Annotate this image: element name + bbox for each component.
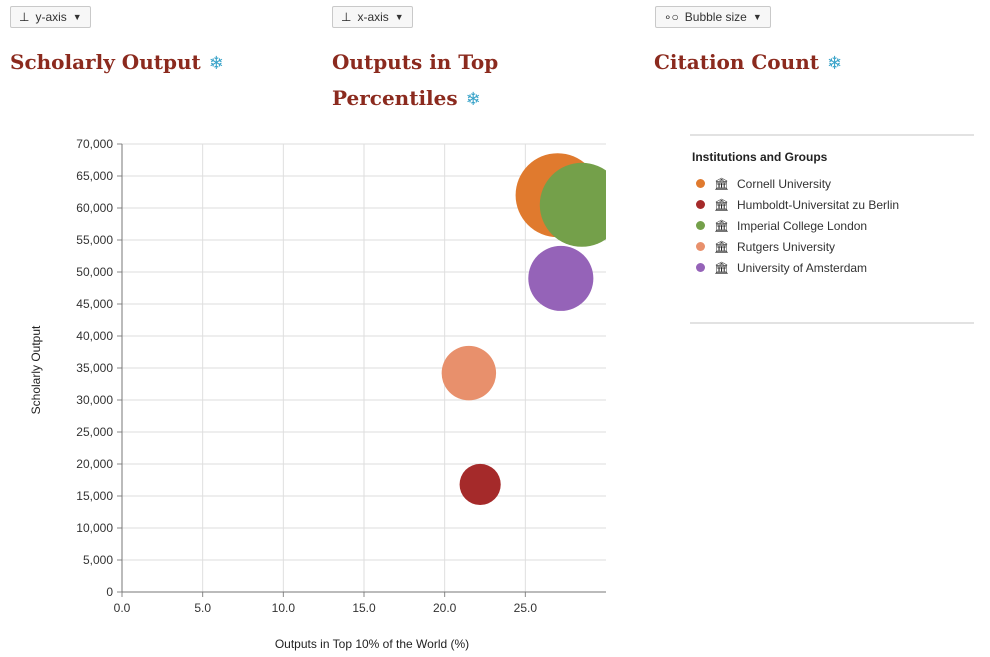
legend-color-dot <box>696 242 705 251</box>
settings-gear-icon[interactable]: ❄ <box>465 89 481 110</box>
legend-item[interactable]: 🏛 University of Amsterdam <box>696 260 966 276</box>
y-axis-dropdown[interactable]: ⊥ y-axis ▼ <box>10 6 91 28</box>
legend-item[interactable]: 🏛 Rutgers University <box>696 239 966 255</box>
bubble-size-icon: ∘○ <box>664 10 679 24</box>
legend-color-dot <box>696 221 705 230</box>
institution-icon: 🏛 <box>714 261 730 275</box>
y-axis-icon: ⊥ <box>19 10 30 24</box>
y-tick-label: 70,000 <box>76 137 113 151</box>
settings-gear-icon[interactable]: ❄ <box>826 53 843 74</box>
x-metric-title: Outputs in Top Percentiles ❄ <box>332 44 498 118</box>
y-metric-title-text: Scholarly Output <box>10 50 201 74</box>
y-tick-label: 35,000 <box>76 361 113 375</box>
institution-icon: 🏛 <box>714 177 730 191</box>
bubble-size-dropdown-label: Bubble size <box>684 10 747 24</box>
x-axis-label: Outputs in Top 10% of the World (%) <box>275 637 469 651</box>
bubble-chart: 0 5,000 10,000 15,000 20,000 25,000 30,000 35,0… <box>29 137 620 651</box>
chevron-down-icon: ▼ <box>394 12 404 22</box>
y-metric-title: Scholarly Output ❄ <box>10 44 224 82</box>
x-tick-label: 15.0 <box>352 601 376 615</box>
x-axis-dropdown-label: x-axis <box>357 10 389 24</box>
institution-icon: 🏛 <box>714 240 730 254</box>
bubble[interactable] <box>539 162 620 247</box>
x-axis-icon: ⊥ <box>341 10 352 24</box>
legend-list: 🏛 Cornell University 🏛 Humboldt-Universitat… <box>696 176 966 281</box>
size-metric-title: Citation Count ❄ <box>654 44 842 82</box>
y-tick-label: 5,000 <box>83 553 113 567</box>
bubble[interactable] <box>459 463 501 506</box>
chevron-down-icon: ▼ <box>752 12 762 22</box>
x-tick-label: 25.0 <box>514 601 538 615</box>
bubble[interactable] <box>528 245 594 311</box>
legend-color-dot <box>696 179 705 188</box>
y-tick-label: 0 <box>106 585 113 599</box>
legend: Institutions and Groups 🏛 Cornell Univers… <box>690 134 974 324</box>
legend-item[interactable]: 🏛 Cornell University <box>696 176 966 192</box>
legend-color-dot <box>696 263 705 272</box>
axis-ticks: 0 5,000 10,000 15,000 20,000 25,000 30,000 35,0… <box>76 137 606 615</box>
x-tick-label: 10.0 <box>272 601 296 615</box>
y-axis-dropdown-label: y-axis <box>35 10 67 24</box>
settings-gear-icon[interactable]: ❄ <box>208 53 224 74</box>
legend-item-label: Cornell University <box>737 177 832 191</box>
y-axis-label: Scholarly Output <box>29 325 43 414</box>
bubble-size-dropdown[interactable]: ∘○ Bubble size ▼ <box>655 6 771 28</box>
y-tick-label: 30,000 <box>76 393 113 407</box>
y-tick-label: 40,000 <box>76 329 113 343</box>
y-tick-label: 55,000 <box>76 233 113 247</box>
y-tick-label: 60,000 <box>76 201 113 215</box>
legend-item-label: Humboldt-Universitat zu Berlin <box>737 198 900 212</box>
chevron-down-icon: ▼ <box>72 12 82 22</box>
institution-icon: 🏛 <box>714 219 730 233</box>
x-tick-label: 0.0 <box>114 601 131 615</box>
size-metric-title-text: Citation Count <box>654 50 819 74</box>
legend-item[interactable]: 🏛 Imperial College London <box>696 218 966 234</box>
legend-item-label: University of Amsterdam <box>737 261 868 275</box>
institution-icon: 🏛 <box>714 198 730 212</box>
legend-color-dot <box>696 200 705 209</box>
legend-item-label: Imperial College London <box>737 219 868 233</box>
y-tick-label: 15,000 <box>76 489 113 503</box>
legend-item[interactable]: 🏛 Humboldt-Universitat zu Berlin <box>696 197 966 213</box>
y-tick-label: 45,000 <box>76 297 113 311</box>
x-axis-dropdown[interactable]: ⊥ x-axis ▼ <box>332 6 413 28</box>
bubbles <box>441 153 620 506</box>
y-tick-label: 20,000 <box>76 457 113 471</box>
x-metric-title-line1: Outputs in Top <box>332 50 499 74</box>
bubble[interactable] <box>441 345 497 401</box>
legend-title: Institutions and Groups <box>692 150 828 164</box>
x-tick-label: 5.0 <box>194 601 211 615</box>
y-tick-label: 50,000 <box>76 265 113 279</box>
legend-item-label: Rutgers University <box>737 240 836 254</box>
x-tick-label: 20.0 <box>433 601 457 615</box>
y-tick-label: 10,000 <box>76 521 113 535</box>
y-tick-label: 65,000 <box>76 169 113 183</box>
x-metric-title-line2: Percentiles <box>332 86 458 110</box>
y-tick-label: 25,000 <box>76 425 113 439</box>
